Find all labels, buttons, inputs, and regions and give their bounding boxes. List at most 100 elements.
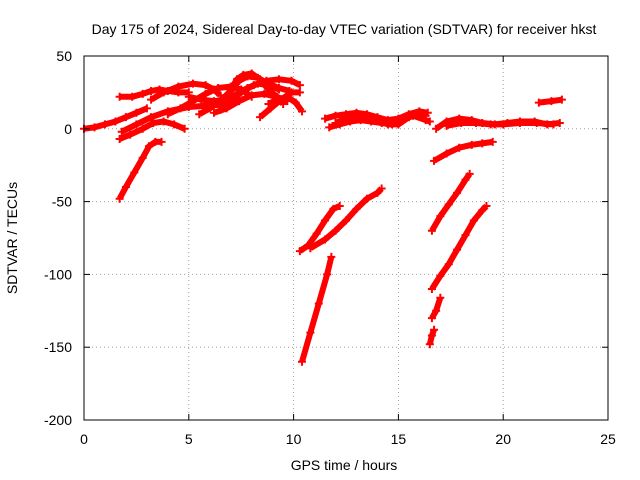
data-point [132,120,141,129]
series-arc-21 [432,138,494,164]
data-point [342,114,350,123]
data-point [534,98,543,107]
series-arc-24 [429,172,473,233]
data-point [306,328,315,337]
data-point [461,231,470,240]
data-point [283,92,292,101]
data-point [427,226,436,235]
data-point [184,92,193,101]
data-point [342,216,350,225]
data-point [457,118,466,127]
y-tick-label: -100 [44,266,72,282]
data-point [235,97,244,106]
data-point [201,81,210,90]
data-point [325,123,334,132]
axes: 0 5 10 15 20 25 -200 -150 -100 -50 0 50 [44,48,616,447]
data-point [295,81,304,90]
data-point [432,124,441,133]
data-point [461,175,470,184]
data-point [90,123,99,132]
data-point [377,184,386,193]
y-tick-label: 0 [64,121,72,137]
data-point [427,314,436,323]
data-point [147,95,156,104]
data-point [430,156,439,165]
data-point [297,107,306,116]
data-point [427,284,436,293]
data-point [144,142,153,151]
data-point [239,70,248,79]
series-arc-25 [429,203,489,291]
data-point [249,81,258,90]
data-point [482,201,491,210]
data-point [306,244,315,253]
data-point [126,130,135,139]
data-point [335,201,344,210]
data-point [394,120,403,129]
data-point [478,139,487,148]
data-point [121,183,130,192]
data-point [247,69,256,78]
data-point [427,331,436,340]
data-point [201,89,210,98]
data-point [321,114,330,123]
data-point [331,118,340,127]
data-point [226,85,235,94]
data-point [159,88,168,97]
data-point [323,270,332,279]
data-point [444,200,453,209]
data-point [295,88,304,97]
data-point [549,120,558,129]
data-point [264,85,273,94]
data-point [138,124,147,133]
x-tick-label: 20 [495,431,511,447]
data-point [362,113,371,122]
data-point [547,97,556,106]
data-point [295,247,304,256]
data-point [415,108,424,117]
data-series [80,69,566,366]
data-point [352,111,361,120]
data-point [425,117,434,126]
data-point [287,88,296,97]
data-point [312,229,321,238]
data-point [442,149,451,158]
y-tick-label: -200 [44,412,72,428]
data-point [352,204,361,213]
data-point [488,137,497,146]
data-point [478,206,487,215]
data-point [117,127,126,136]
x-tick-label: 10 [286,431,302,447]
y-tick-label: -150 [44,339,72,355]
data-point [247,91,256,100]
data-point [327,252,336,261]
x-tick-label: 25 [600,431,616,447]
data-point [142,104,151,113]
chart-title: Day 175 of 2024, Sidereal Day-to-day VTE… [92,21,597,37]
data-point [260,89,269,98]
data-point [170,120,179,129]
data-point [197,95,206,104]
x-tick-label: 0 [80,431,88,447]
data-point [453,245,462,254]
data-point [195,110,204,119]
data-point [421,111,430,120]
data-point [174,82,183,91]
data-point [455,143,464,152]
data-point [321,216,330,225]
data-point [465,169,474,178]
data-point [331,226,340,235]
data-point [256,113,265,122]
y-tick-label: 50 [56,48,72,64]
data-point [557,95,566,104]
data-point [111,117,120,126]
data-point [373,116,382,125]
data-point [444,260,453,269]
data-point [383,120,392,129]
data-point [432,306,441,315]
data-point [287,76,296,85]
data-point [147,86,156,95]
data-point [436,212,445,221]
data-point [272,95,281,104]
